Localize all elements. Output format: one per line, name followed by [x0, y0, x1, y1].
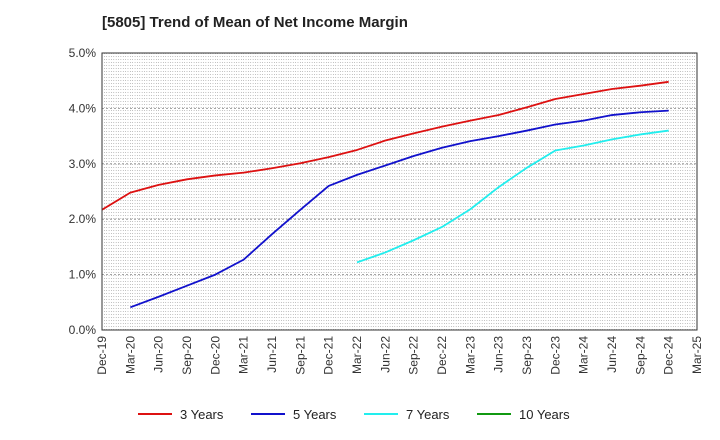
x-tick-label: Jun-24 [605, 336, 619, 373]
chart-title: [5805] Trend of Mean of Net Income Margi… [102, 14, 408, 31]
x-tick-label: Mar-22 [350, 336, 364, 374]
plot-border [101, 52, 698, 331]
x-tick-label: Mar-20 [123, 336, 137, 374]
x-tick-label: Dec-23 [548, 336, 562, 375]
y-tick-label: 1.0% [69, 268, 97, 282]
series-line-5-years [130, 109, 669, 309]
x-axis-ticks: Dec-19 Mar-20 Jun-20 Sep-20 Dec-20 Mar-21 Jun-… [95, 336, 704, 375]
y-tick-label: 0.0% [69, 323, 97, 337]
grid [102, 53, 697, 330]
x-tick-label: Dec-21 [322, 336, 336, 375]
y-tick-label: 2.0% [69, 212, 97, 226]
x-tick-label: Dec-19 [95, 336, 109, 375]
series-line-3-years [101, 80, 669, 211]
x-tick-label: Mar-21 [237, 336, 251, 374]
x-tick-label: Sep-24 [633, 336, 647, 375]
x-tick-label: Jun-21 [265, 336, 279, 373]
series-line-7-years [356, 129, 669, 264]
legend: 3 Years 5 Years 7 Years 10 Years [138, 407, 570, 422]
x-tick-label: Dec-24 [662, 336, 676, 375]
y-tick-label: 5.0% [69, 46, 97, 60]
x-tick-label: Sep-21 [293, 336, 307, 375]
legend-label: 3 Years [180, 407, 224, 422]
x-tick-label: Mar-25 [690, 336, 704, 374]
y-tick-label: 3.0% [69, 157, 97, 171]
y-tick-label: 4.0% [69, 101, 97, 115]
legend-item: 3 Years [138, 407, 224, 422]
legend-label: 7 Years [406, 407, 450, 422]
y-axis-ticks: 0.0% 1.0% 2.0% 3.0% 4.0% 5.0% [69, 46, 97, 337]
x-tick-label: Jun-23 [492, 336, 506, 373]
x-tick-label: Sep-23 [520, 336, 534, 375]
x-tick-label: Dec-22 [435, 336, 449, 375]
x-tick-label: Jun-22 [378, 336, 392, 373]
legend-item: 5 Years [251, 407, 337, 422]
legend-item: 7 Years [364, 407, 450, 422]
legend-label: 10 Years [519, 407, 570, 422]
series-lines [101, 80, 669, 309]
x-tick-label: Jun-20 [152, 336, 166, 373]
x-tick-label: Mar-23 [463, 336, 477, 374]
legend-label: 5 Years [293, 407, 337, 422]
x-tick-label: Sep-22 [407, 336, 421, 375]
x-tick-label: Mar-24 [577, 336, 591, 374]
x-tick-label: Sep-20 [180, 336, 194, 375]
legend-item: 10 Years [477, 407, 570, 422]
x-tick-label: Dec-20 [208, 336, 222, 375]
